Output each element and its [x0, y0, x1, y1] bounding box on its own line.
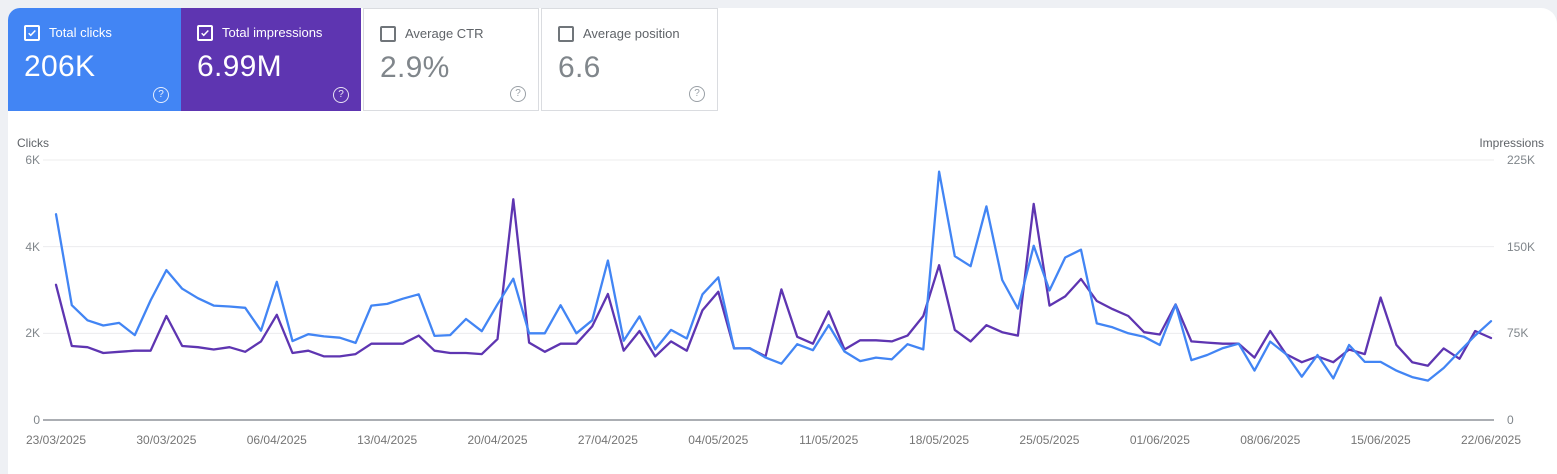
performance-line-chart[interactable]: [0, 130, 1557, 450]
x-axis-tick-label: 30/03/2025: [136, 433, 197, 447]
metric-card-total-impressions[interactable]: Total impressions 6.99M ?: [181, 8, 361, 111]
card-value: 6.99M: [197, 50, 282, 83]
checkbox-unchecked-icon[interactable]: [558, 26, 574, 42]
checkbox-unchecked-icon[interactable]: [380, 26, 396, 42]
x-axis-tick-label: 23/03/2025: [25, 433, 87, 447]
x-axis-tick-label: 20/04/2025: [467, 433, 528, 447]
x-axis-tick-label: 06/04/2025: [246, 433, 307, 447]
x-axis-tick-label: 04/05/2025: [688, 433, 749, 447]
card-label: Average position: [583, 26, 680, 41]
y-axis-tick-clicks: 0: [33, 413, 40, 427]
card-header: Total impressions: [197, 25, 361, 41]
y-axis-tick-impressions: 150K: [1507, 239, 1536, 254]
x-axis-tick-label: 27/04/2025: [577, 433, 638, 447]
y-axis-tick-clicks: 4K: [25, 239, 40, 254]
x-axis-tick-label: 25/05/2025: [1019, 433, 1080, 447]
y-axis-tick-impressions: 225K: [1507, 153, 1536, 167]
y-axis-tick-impressions: 75K: [1507, 326, 1529, 341]
x-axis-tick-label: 18/05/2025: [909, 433, 970, 447]
card-value: 206K: [24, 50, 96, 83]
y-axis-tick-clicks: 6K: [25, 153, 40, 167]
help-icon[interactable]: ?: [689, 86, 705, 102]
series-line-clicks: [54, 170, 1493, 382]
y-axis-tick-clicks: 2K: [25, 326, 40, 341]
series-line-impressions: [54, 198, 1493, 367]
x-axis-tick-label: 15/06/2025: [1350, 433, 1411, 447]
metric-card-total-clicks[interactable]: Total clicks 206K ?: [8, 8, 181, 111]
right-axis-title: Impressions: [1479, 136, 1544, 150]
x-axis-tick-label: 11/05/2025: [799, 433, 859, 447]
card-label: Total impressions: [222, 25, 323, 40]
x-axis-tick-label: 13/04/2025: [357, 433, 418, 447]
card-header: Total clicks: [24, 25, 181, 41]
help-icon[interactable]: ?: [153, 87, 169, 103]
card-value: 2.9%: [380, 51, 450, 84]
metric-card-average-ctr[interactable]: Average CTR 2.9% ?: [363, 8, 539, 111]
card-header: Average position: [558, 26, 717, 42]
help-icon[interactable]: ?: [510, 86, 526, 102]
metric-card-average-position[interactable]: Average position 6.6 ?: [541, 8, 718, 111]
checkbox-checked-icon[interactable]: [197, 25, 213, 41]
x-axis-tick-label: 01/06/2025: [1129, 433, 1190, 447]
x-axis-tick-label: 22/06/2025: [1460, 433, 1522, 447]
left-axis-title: Clicks: [17, 136, 49, 150]
card-label: Average CTR: [405, 26, 484, 41]
card-value: 6.6: [558, 51, 601, 84]
card-label: Total clicks: [49, 25, 112, 40]
y-axis-tick-impressions: 0: [1507, 413, 1514, 427]
help-icon[interactable]: ?: [333, 87, 349, 103]
card-header: Average CTR: [380, 26, 538, 42]
checkbox-checked-icon[interactable]: [24, 25, 40, 41]
x-axis-tick-label: 08/06/2025: [1240, 433, 1301, 447]
